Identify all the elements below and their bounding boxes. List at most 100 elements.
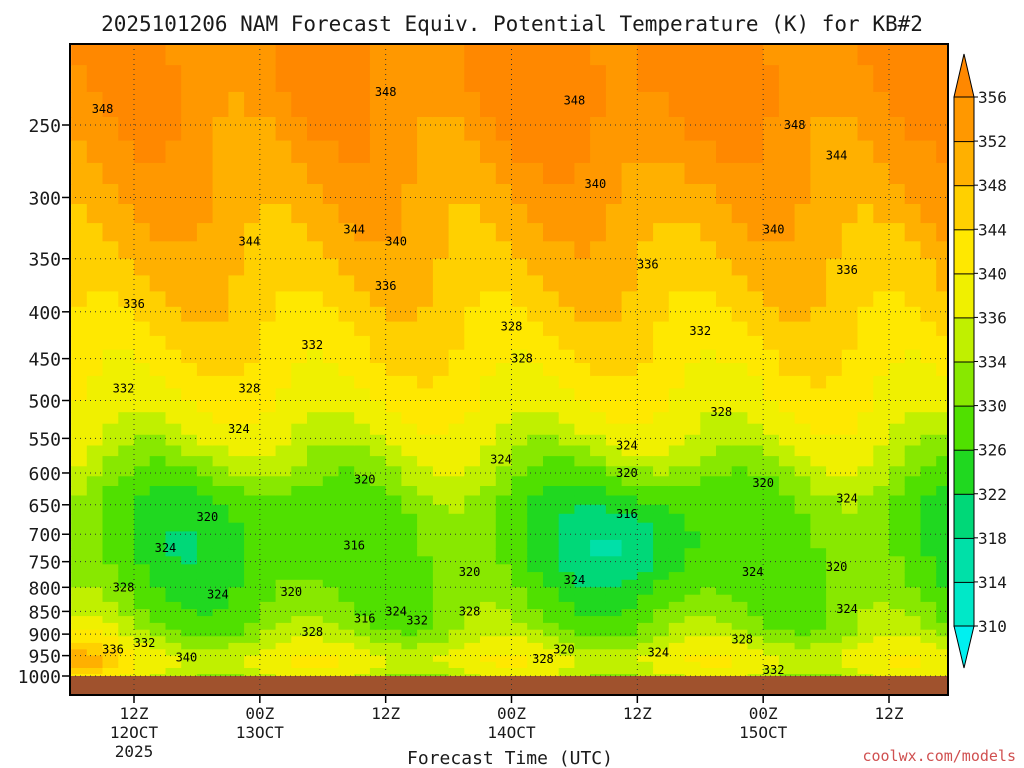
field-cell	[920, 223, 937, 242]
field-cell	[904, 423, 921, 436]
field-cell	[134, 531, 151, 541]
field-cell	[385, 162, 402, 185]
field-cell	[448, 275, 465, 292]
field-cell	[86, 531, 104, 541]
field-cell	[558, 306, 575, 323]
field-cell	[275, 564, 292, 573]
field-cell	[543, 204, 560, 224]
field-cell	[464, 601, 481, 610]
field-cell	[621, 91, 638, 118]
field-cell	[684, 140, 701, 164]
field-cell	[700, 548, 717, 557]
field-cell	[118, 531, 135, 541]
field-cell	[495, 140, 513, 164]
field-cell	[369, 400, 387, 413]
field-cell	[857, 594, 874, 603]
field-cell	[778, 65, 796, 93]
field-cell	[889, 44, 906, 66]
field-cell	[826, 539, 843, 549]
field-cell	[401, 476, 418, 487]
field-cell	[668, 258, 686, 276]
field-cell	[810, 140, 827, 164]
field-cell	[936, 91, 948, 118]
field-cell	[511, 513, 528, 524]
field-cell	[716, 44, 733, 66]
field-cell	[86, 587, 104, 596]
field-cell	[401, 486, 418, 497]
field-cell	[275, 423, 292, 436]
field-cell	[543, 306, 560, 323]
field-cell	[873, 91, 890, 118]
field-cell	[731, 594, 748, 603]
field-cell	[857, 349, 874, 364]
field-cell	[464, 668, 481, 675]
field-cell	[259, 609, 277, 617]
field-cell	[668, 241, 686, 260]
field-cell	[417, 91, 434, 118]
field-cell	[794, 564, 811, 573]
field-cell	[605, 258, 623, 276]
field-cell	[291, 275, 308, 292]
field-cell	[464, 655, 481, 663]
field-cell	[810, 476, 827, 487]
field-cell	[102, 636, 119, 644]
field-cell	[134, 241, 151, 260]
field-cell	[118, 445, 135, 457]
field-cell	[637, 375, 654, 389]
field-cell	[873, 388, 890, 402]
field-cell	[354, 162, 371, 185]
field-cell	[102, 661, 119, 669]
x-tick-label: 00Z	[497, 704, 526, 723]
field-cell	[165, 204, 182, 224]
field-cell	[605, 601, 623, 610]
field-cell	[605, 291, 623, 308]
field-cell	[149, 476, 166, 487]
field-cell	[574, 349, 591, 364]
field-cell	[653, 456, 670, 467]
field-cell	[527, 609, 544, 617]
field-cell	[873, 564, 890, 573]
field-cell	[71, 522, 88, 532]
field-cell	[354, 184, 371, 205]
field-cell	[778, 564, 796, 573]
field-cell	[401, 349, 418, 364]
field-cell	[369, 321, 387, 337]
field-cell	[118, 629, 135, 637]
field-cell	[936, 539, 948, 549]
field-cell	[86, 321, 104, 337]
field-cell	[621, 572, 638, 581]
field-cell	[668, 495, 686, 506]
field-cell	[763, 539, 780, 549]
field-cell	[605, 306, 623, 323]
field-cell	[354, 486, 371, 497]
field-cell	[71, 564, 88, 573]
field-cell	[668, 531, 686, 541]
field-cell	[904, 616, 921, 624]
field-cell	[244, 668, 261, 675]
field-cell	[873, 400, 890, 413]
field-cell	[716, 241, 733, 260]
field-cell	[794, 204, 811, 224]
field-cell	[71, 321, 88, 337]
field-cell	[543, 587, 560, 596]
watermark: coolwx.com/models	[862, 747, 1016, 765]
field-cell	[259, 495, 277, 506]
field-cell	[794, 117, 811, 142]
field-cell	[369, 275, 387, 292]
field-cell	[307, 587, 324, 596]
field-cell	[920, 275, 937, 292]
field-cell	[401, 655, 418, 663]
y-tick-label: 300	[28, 188, 61, 209]
field-cell	[684, 363, 701, 377]
field-cell	[228, 601, 245, 610]
field-cell	[102, 655, 119, 663]
field-cell	[747, 564, 764, 573]
field-cell	[904, 258, 921, 276]
field-cell	[165, 616, 182, 624]
field-cell	[181, 642, 198, 650]
field-cell	[794, 622, 811, 631]
field-cell	[841, 306, 859, 323]
field-cell	[369, 423, 387, 436]
field-cell	[275, 445, 292, 457]
field-cell	[543, 91, 560, 118]
